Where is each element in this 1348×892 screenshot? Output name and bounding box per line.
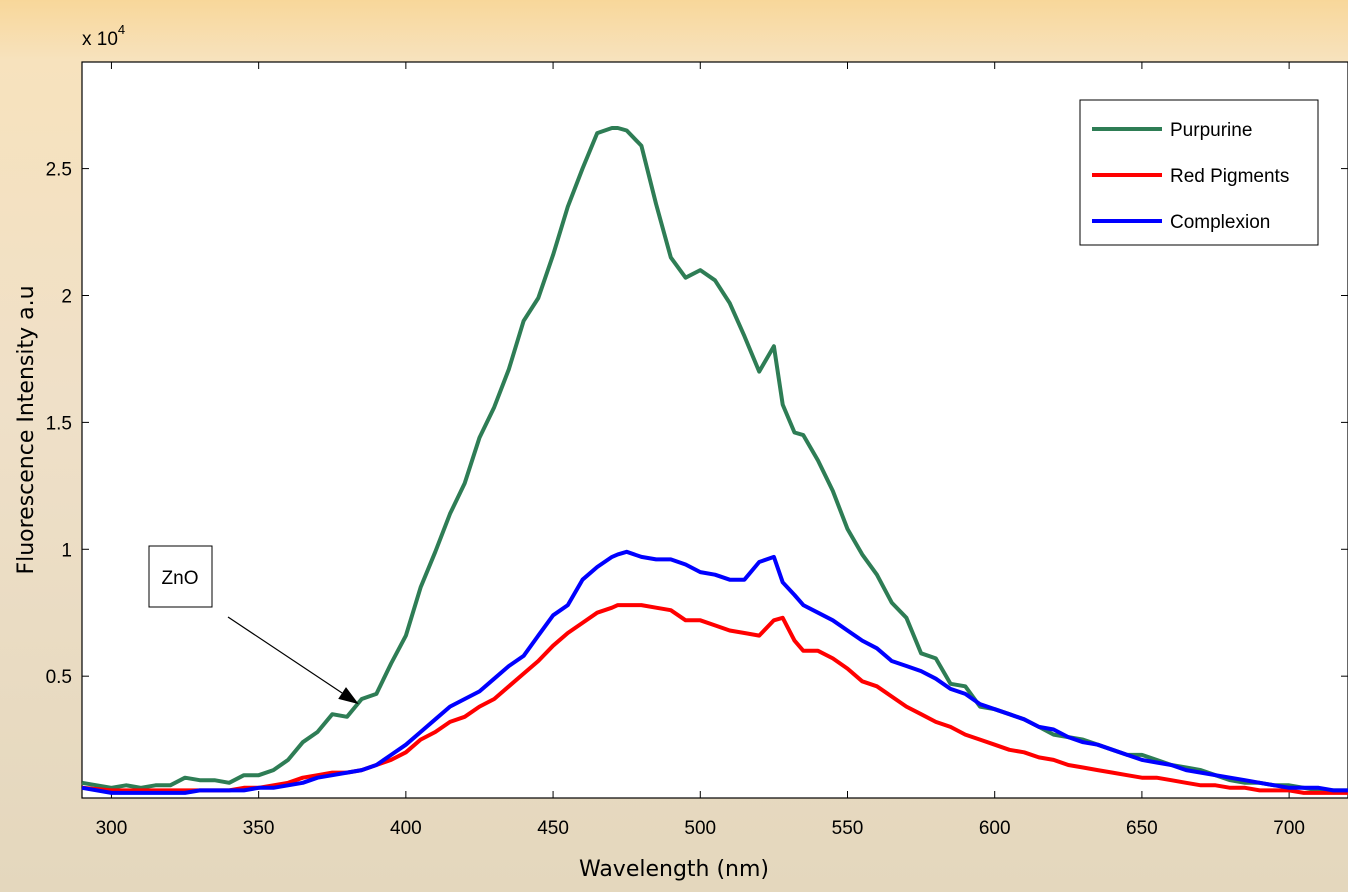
annotation-arrow-head	[338, 687, 359, 705]
x-tick-label: 300	[96, 818, 128, 839]
legend-label-purpurine: Purpurine	[1170, 120, 1252, 141]
x-tick-label: 650	[1126, 818, 1158, 839]
x-axis-title: Wavelength (nm)	[579, 857, 769, 882]
y-axis-title: Fluorescence Intensity a.u	[14, 285, 39, 574]
y-tick-label: 2	[61, 286, 72, 307]
series-line-complexion	[81, 549, 1348, 795]
x-tick-label: 350	[243, 818, 275, 839]
legend: Purpurine Red Pigments Complexion	[1079, 99, 1319, 246]
series-layer	[81, 126, 1348, 795]
annotation-label: ZnO	[162, 568, 199, 589]
x-tick-label: 400	[390, 818, 422, 839]
legend-label-complexion: Complexion	[1170, 212, 1270, 233]
y-scale-base: x 10	[82, 29, 118, 50]
y-scale-exponent: 4	[118, 22, 125, 37]
zno-annotation: ZnO	[148, 545, 359, 705]
annotation-box	[148, 545, 213, 608]
x-tick-label: 700	[1273, 818, 1305, 839]
y-tick-label: 1	[61, 540, 72, 561]
y-tick-label: 1.5	[46, 413, 72, 434]
y-tick-label: 0.5	[46, 667, 72, 688]
x-tick-label: 600	[979, 818, 1011, 839]
legend-label-red-pigments: Red Pigments	[1170, 166, 1289, 187]
series-line-red-pigments	[81, 603, 1348, 795]
y-axis-scale-factor: x 104	[82, 22, 125, 50]
annotation-arrow-line	[227, 616, 343, 694]
x-tick-label: 450	[537, 818, 569, 839]
series-line-purpurine	[81, 126, 1348, 793]
x-tick-label: 500	[684, 818, 716, 839]
y-tick-label: 2.5	[46, 160, 72, 181]
x-tick-label: 550	[832, 818, 864, 839]
axis-ticks: 300 350 400 450 500 550 600 650 700 0.5 1 1.5 2 2.5	[46, 62, 1348, 839]
